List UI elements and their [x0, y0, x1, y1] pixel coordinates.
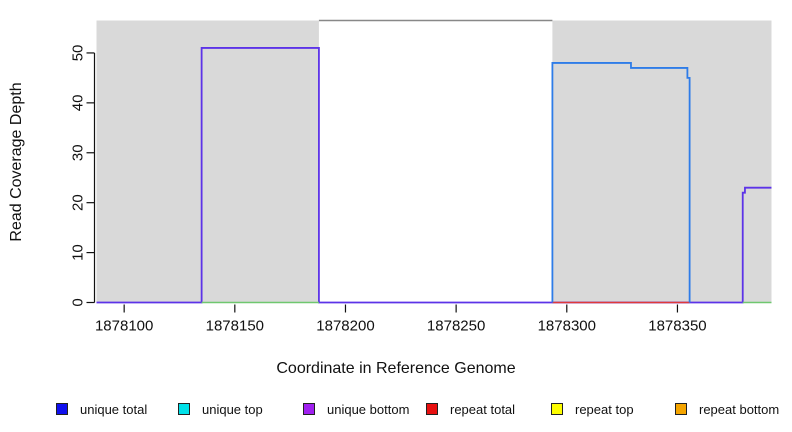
y-tick-label: 30	[69, 144, 86, 161]
legend-item-repeat-bottom: repeat bottom	[675, 399, 779, 419]
legend-label: repeat top	[575, 401, 634, 417]
legend-label: unique total	[80, 401, 148, 417]
x-tick-label: 1878300	[538, 318, 596, 335]
x-tick-label: 1878150	[206, 318, 264, 335]
x-tick-label: 1878100	[95, 318, 153, 335]
y-axis-title: Read Coverage Depth	[8, 82, 25, 242]
legend-swatch-unique-top	[178, 403, 190, 415]
legend-item-unique-total: unique total	[56, 399, 147, 419]
legend-swatch-repeat-total	[426, 403, 438, 415]
y-tick-label: 0	[69, 298, 86, 306]
x-tick-label: 1878200	[316, 318, 374, 335]
y-tick-label: 20	[69, 194, 86, 211]
legend-item-repeat-top: repeat top	[551, 399, 634, 419]
legend-swatch-repeat-bottom	[675, 403, 687, 415]
legend-item-repeat-total: repeat total	[426, 399, 515, 419]
legend-label: repeat bottom	[699, 401, 780, 417]
legend-swatch-repeat-top	[551, 403, 563, 415]
left-shaded-region	[96, 20, 319, 303]
y-tick-label: 40	[69, 95, 86, 112]
legend-label: unique bottom	[327, 401, 410, 417]
legend-label: repeat total	[450, 401, 516, 417]
y-tick-label: 50	[69, 45, 86, 62]
x-axis-title: Coordinate in Reference Genome	[276, 360, 516, 377]
legend-item-unique-bottom: unique bottom	[303, 399, 409, 419]
y-tick-label: 10	[69, 244, 86, 261]
x-tick-label: 1878350	[648, 318, 706, 335]
legend: unique total unique top unique bottom repea…	[0, 399, 792, 423]
legend-swatch-unique-bottom	[303, 403, 315, 415]
legend-label: unique top	[202, 401, 263, 417]
series-unique-bottom	[96, 47, 772, 304]
legend-item-unique-top: unique top	[178, 399, 263, 419]
series-unique-total	[551, 62, 691, 303]
x-tick-label: 1878250	[427, 318, 485, 335]
legend-swatch-unique-total	[56, 403, 68, 415]
